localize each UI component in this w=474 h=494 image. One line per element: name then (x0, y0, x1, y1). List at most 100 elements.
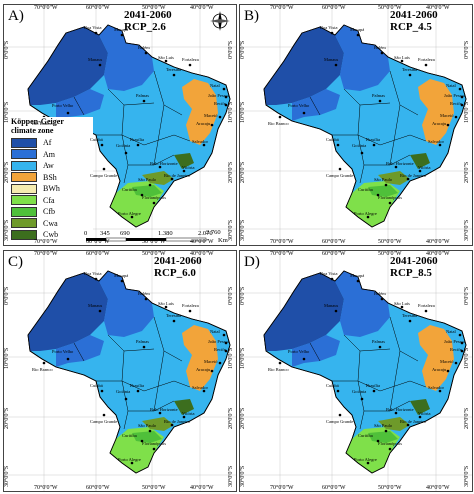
city-marker (182, 169, 186, 173)
city-marker (418, 415, 422, 419)
state-border (389, 154, 411, 166)
city-marker (144, 297, 148, 301)
city-label: Natal (446, 83, 456, 88)
latitude-tick-label: 10°0'0"S (464, 101, 470, 123)
climate-region-cfb (368, 431, 398, 443)
city-marker (94, 31, 98, 35)
climate-region-af (28, 27, 108, 105)
city-label: Boa Vista (84, 25, 102, 30)
city-label: Cuiabá (326, 137, 339, 142)
scale-label: 1.380 (158, 230, 173, 237)
latitude-tick-label: 0°0'0"S (228, 40, 234, 59)
period-text: 2041-2060 (154, 255, 202, 267)
latitude-tick-label: 30°0'0"S (228, 219, 234, 241)
state-border (73, 96, 85, 116)
city-label: Rio de Janeiro (400, 173, 426, 178)
city-marker (152, 201, 156, 205)
city-marker (460, 95, 464, 99)
city-label: Rio de Janeiro (164, 419, 190, 424)
city-label: Rio Branco (32, 121, 53, 126)
city-label: Boa Vista (320, 25, 338, 30)
longitude-tick-label: 70°0'0"W (34, 5, 58, 11)
legend-label: BWh (43, 184, 60, 194)
city-label: São Paulo (138, 177, 157, 182)
state-border (359, 164, 365, 184)
city-label: São Luís (394, 301, 410, 306)
period-text: 2041-2060 (390, 9, 438, 21)
city-marker (394, 411, 398, 415)
city-label: Porto Velho (288, 349, 310, 354)
city-marker (130, 461, 134, 465)
city-marker (224, 341, 228, 345)
latitude-tick-label: 0°0'0"S (464, 286, 470, 305)
city-marker (330, 31, 334, 35)
scale-label: 690 (120, 230, 130, 237)
city-marker (302, 111, 306, 115)
latitude-tick-label: 10°0'0"S (228, 101, 234, 123)
city-label: Curitiba (358, 187, 373, 192)
latitude-tick-label: 30°0'0"S (464, 465, 470, 487)
scale-label: 2.760 (206, 229, 221, 236)
longitude-tick-label: 40°0'0"W (190, 251, 214, 257)
climate-region-cwa (378, 417, 410, 431)
city-marker (446, 369, 450, 373)
longitude-tick-label: 50°0'0"W (142, 485, 166, 491)
state-border (359, 410, 365, 430)
state-border (389, 350, 401, 412)
city-marker (372, 389, 376, 393)
longitude-tick-label: 60°0'0"W (86, 5, 110, 11)
latitude-tick-label: 10°0'0"S (464, 347, 470, 369)
climate-region-am (335, 25, 390, 91)
longitude-tick-label: 60°0'0"W (322, 239, 346, 245)
city-marker (388, 201, 392, 205)
state-border (357, 104, 361, 136)
longitude-tick-label: 70°0'0"W (270, 5, 294, 11)
panel-title: 2041-2060 RCP_4.5 (390, 9, 438, 33)
city-label: Belém (374, 291, 386, 296)
legend-label: Am (43, 149, 55, 159)
state-border (123, 410, 129, 430)
city-marker (172, 319, 176, 323)
state-border (153, 154, 175, 166)
city-marker (66, 357, 70, 361)
city-marker (120, 33, 124, 37)
legend-title-line2: climate zone (11, 126, 54, 135)
city-marker (98, 309, 102, 313)
longitude-tick-label: 50°0'0"W (378, 239, 402, 245)
city-marker (120, 279, 124, 283)
city-marker (388, 447, 392, 451)
city-label: Porto Alegre (354, 211, 377, 216)
state-border (357, 350, 361, 382)
city-label: Goiânia (116, 389, 131, 394)
city-marker (202, 143, 206, 147)
city-label: Curitiba (358, 433, 373, 438)
city-marker (172, 73, 176, 77)
city-label: Vitória (418, 411, 431, 416)
latitude-tick-label: 20°0'0"S (4, 407, 10, 429)
city-marker (66, 111, 70, 115)
city-marker (170, 177, 174, 181)
longitude-tick-label: 40°0'0"W (426, 485, 450, 491)
state-border (389, 104, 401, 166)
city-label: Manaus (88, 57, 103, 62)
state-border (153, 400, 175, 412)
country-border (263, 24, 467, 228)
panel-title: 2041-2060 RCP_6.0 (154, 255, 202, 279)
climate-region-am (99, 25, 154, 91)
city-label: Brasília (366, 137, 380, 142)
climate-region-am (335, 271, 390, 337)
city-label: Florianópolis (378, 441, 403, 446)
state-border (121, 104, 125, 136)
city-label: Campo Grande (326, 173, 354, 178)
legend-item-af: Af (11, 137, 93, 149)
latitude-tick-label: 10°0'0"S (228, 347, 234, 369)
city-label: Natal (210, 329, 220, 334)
city-label: João Pessoa (444, 93, 466, 98)
city-label: Teresina (166, 67, 182, 72)
panel-label: A) (8, 8, 24, 24)
map-panel-c: C) 2041-2060 RCP_6.0 Macapá Boa Vista Mana… (3, 250, 237, 492)
city-label: Fortaleza (182, 303, 199, 308)
legend-swatch (11, 229, 37, 240)
legend-item-cwa: Cwa (11, 218, 93, 230)
city-marker (218, 361, 222, 365)
